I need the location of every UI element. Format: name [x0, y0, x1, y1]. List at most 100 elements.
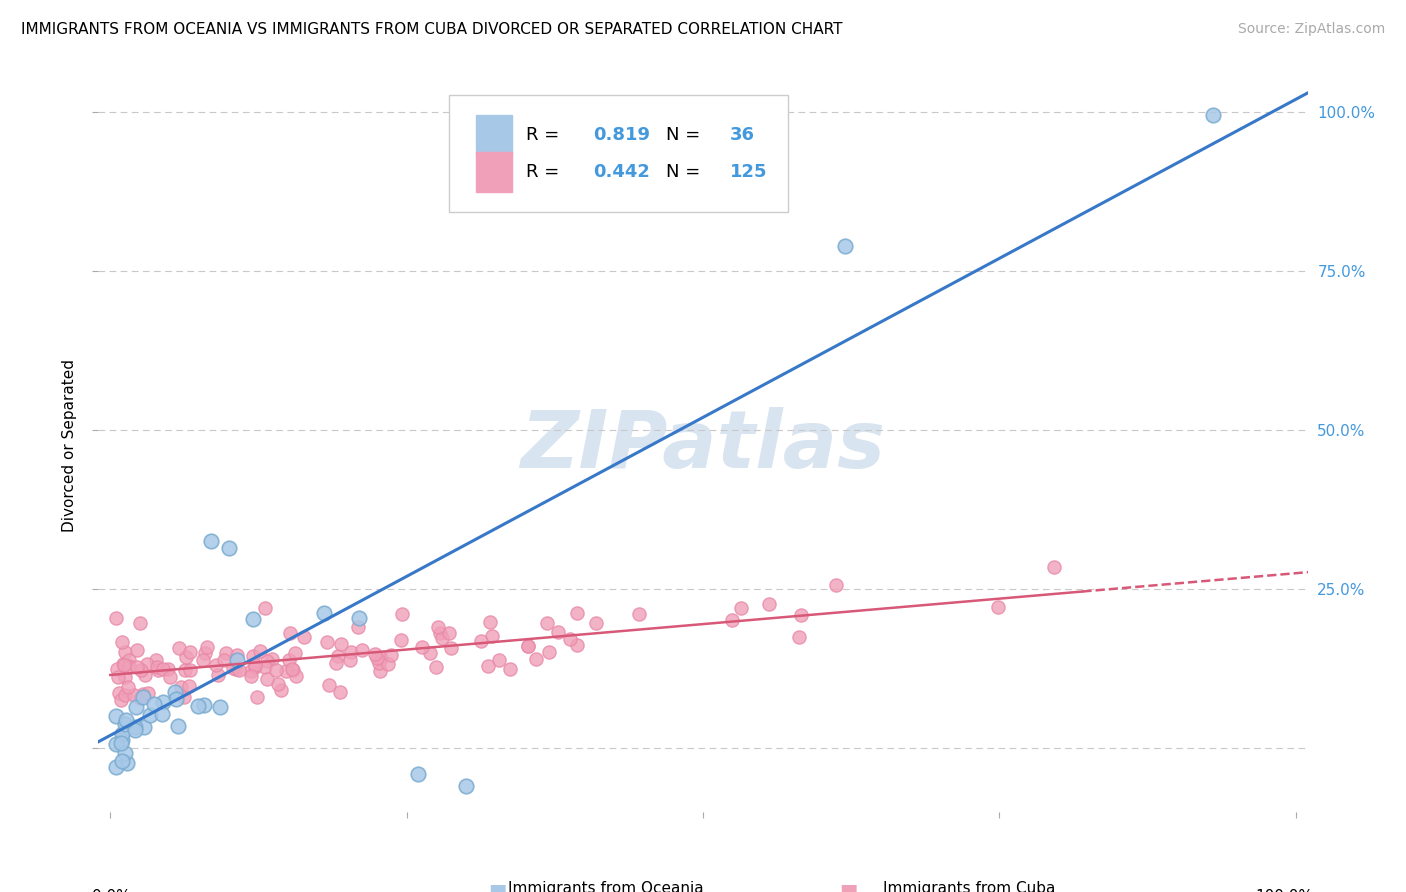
Point — [516, 639, 538, 653]
Point — [132, 687, 155, 701]
Point — [105, 662, 128, 676]
Point — [174, 650, 197, 665]
Text: R =: R = — [526, 162, 565, 181]
Point — [240, 665, 263, 679]
Point — [430, 632, 453, 646]
Point — [179, 679, 201, 693]
Point — [124, 720, 146, 734]
Point — [115, 713, 138, 727]
Point — [205, 658, 228, 673]
Text: 0.819: 0.819 — [593, 126, 650, 145]
Point — [138, 686, 160, 700]
Point — [240, 669, 263, 683]
Point — [125, 699, 148, 714]
Point — [567, 638, 589, 652]
Point — [193, 653, 215, 667]
Point — [146, 663, 169, 677]
Point — [165, 691, 187, 706]
Point — [105, 611, 128, 625]
Point — [628, 607, 651, 621]
Point — [111, 727, 134, 741]
Point — [260, 652, 283, 666]
Point — [105, 737, 128, 751]
Point — [408, 766, 430, 780]
Point — [380, 648, 402, 662]
Point — [179, 645, 201, 659]
Point — [253, 660, 276, 674]
Point — [245, 657, 267, 672]
Text: Immigrants from Cuba: Immigrants from Cuba — [883, 881, 1054, 892]
Text: IMMIGRANTS FROM OCEANIA VS IMMIGRANTS FROM CUBA DIVORCED OR SEPARATED CORRELATIO: IMMIGRANTS FROM OCEANIA VS IMMIGRANTS FR… — [21, 22, 842, 37]
Point — [284, 669, 307, 683]
Point — [194, 646, 217, 660]
Point — [340, 645, 363, 659]
Text: Immigrants from Oceania: Immigrants from Oceania — [509, 881, 704, 892]
Point — [107, 670, 129, 684]
Point — [111, 733, 134, 747]
Point — [558, 632, 581, 647]
Point — [318, 678, 340, 692]
Point — [193, 698, 215, 712]
Point — [477, 658, 499, 673]
FancyBboxPatch shape — [475, 152, 512, 192]
Point — [517, 640, 540, 654]
Point — [367, 657, 389, 671]
Point — [730, 600, 752, 615]
Point — [437, 626, 460, 640]
Text: 125: 125 — [730, 162, 768, 181]
Point — [145, 653, 167, 667]
Point — [391, 607, 413, 621]
Point — [256, 654, 278, 668]
Point — [266, 663, 288, 677]
Point — [787, 630, 810, 644]
Point — [267, 677, 290, 691]
Point — [411, 640, 433, 654]
Point — [165, 684, 187, 698]
Point — [325, 656, 347, 670]
Point — [122, 688, 145, 702]
Point — [215, 646, 238, 660]
Point — [117, 680, 139, 694]
Point — [187, 699, 209, 714]
Point — [270, 683, 292, 698]
Point — [222, 661, 245, 675]
Point — [173, 690, 195, 705]
Point — [134, 668, 156, 682]
Point — [114, 670, 136, 684]
Point — [790, 608, 813, 623]
Point — [524, 652, 547, 666]
Point — [212, 653, 235, 667]
Text: 0.442: 0.442 — [593, 162, 650, 181]
Point — [481, 629, 503, 643]
Point — [389, 633, 412, 648]
Point — [249, 644, 271, 658]
Point — [347, 620, 370, 634]
Point — [315, 635, 337, 649]
Point — [156, 662, 179, 676]
Point — [427, 620, 450, 634]
Point — [278, 625, 301, 640]
Point — [228, 664, 250, 678]
Point — [721, 613, 744, 627]
Point — [114, 746, 136, 760]
Point — [152, 695, 174, 709]
Point — [142, 698, 165, 712]
Point — [111, 634, 134, 648]
Point — [330, 637, 353, 651]
Point — [127, 643, 149, 657]
Point — [419, 646, 441, 660]
Point — [537, 644, 560, 658]
Point — [166, 719, 188, 733]
Point — [170, 680, 193, 694]
Point — [281, 661, 304, 675]
Point — [114, 688, 136, 702]
Point — [200, 534, 222, 549]
Point — [256, 673, 278, 687]
Point — [283, 663, 305, 677]
Point — [370, 664, 392, 678]
Point — [429, 625, 451, 640]
Point — [150, 706, 173, 721]
Text: ■: ■ — [839, 881, 858, 892]
Point — [328, 648, 350, 663]
Text: R =: R = — [526, 126, 565, 145]
